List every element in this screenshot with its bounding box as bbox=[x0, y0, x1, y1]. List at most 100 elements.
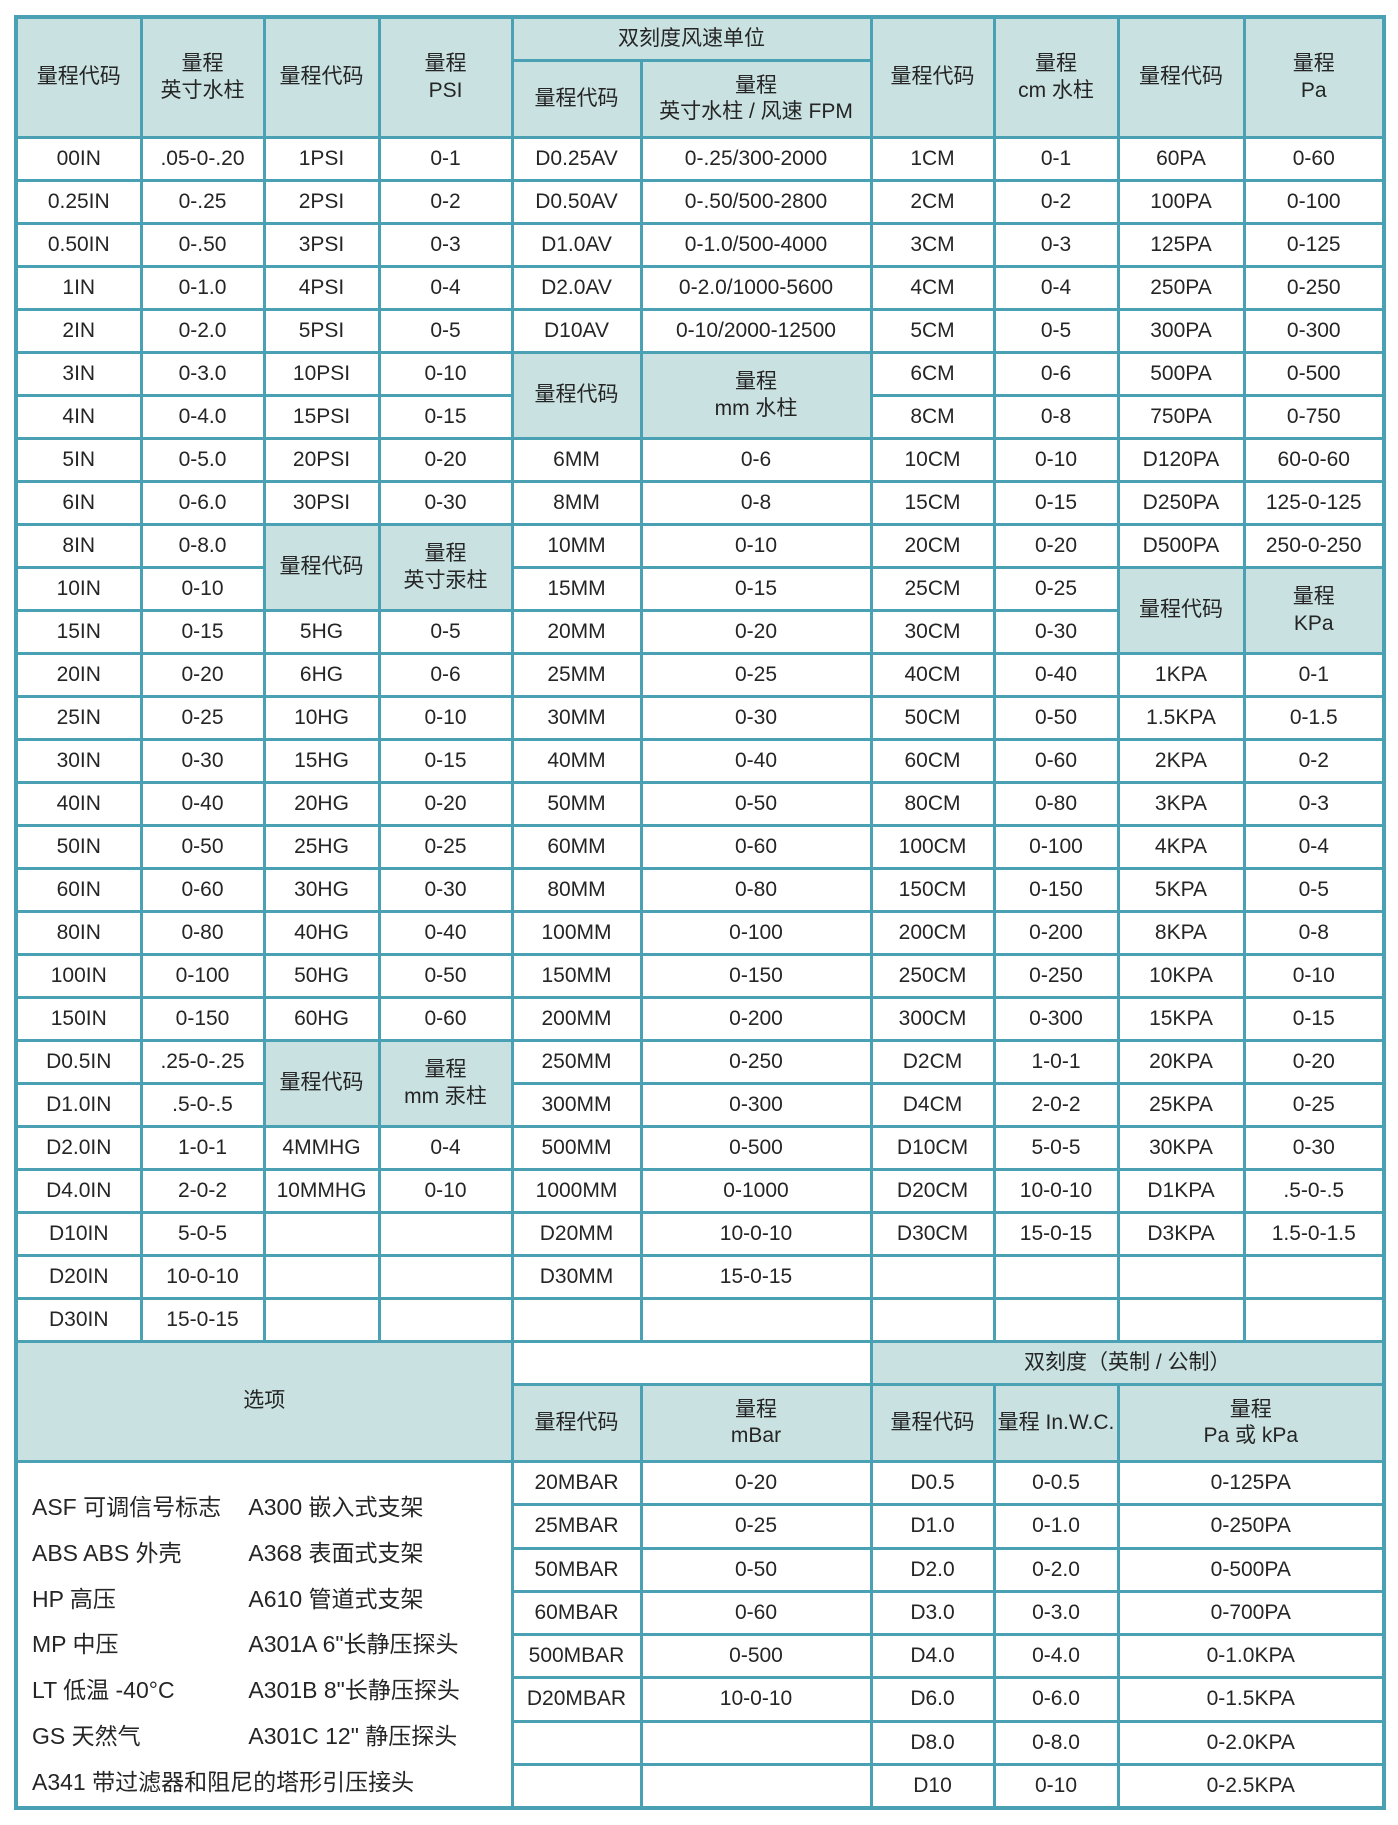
data-cell: 0-1 bbox=[992, 136, 1120, 182]
data-cell: 25KPA bbox=[1116, 1082, 1246, 1128]
header-row-1: 量程代码 量程 英寸水柱 量程代码 量程 PSI 双刻度风速单位 量程代码 量程… bbox=[14, 15, 1386, 139]
data-cell: 4KPA bbox=[1116, 824, 1246, 870]
data-cell: 0-750 bbox=[1242, 394, 1386, 440]
option-item: HP 高压 bbox=[32, 1585, 116, 1612]
data-cell: 10PSI bbox=[262, 351, 381, 397]
data-cell: 150CM bbox=[869, 867, 996, 913]
data-cell: D10IN bbox=[14, 1211, 143, 1257]
data-cell: 50CM bbox=[869, 695, 996, 741]
data-cell: D20MM bbox=[510, 1211, 643, 1257]
inner-header-cell: 量程 mBar bbox=[639, 1383, 873, 1463]
table-row: 15IN 0-15 5HG 0-5 20MM 0-20 30CM 0-30 bbox=[14, 609, 1384, 655]
data-cell: 30PSI bbox=[262, 480, 381, 526]
table-body: 00IN .05-0-.20 1PSI 0-1 D0.25AV 0-.25/300-200… bbox=[14, 136, 1386, 1810]
data-cell: 0-25 bbox=[377, 824, 514, 870]
data-cell: 150IN bbox=[14, 996, 143, 1042]
data-cell: 10MMHG bbox=[262, 1168, 381, 1214]
data-cell: 6IN bbox=[14, 480, 143, 526]
data-cell: 5HG bbox=[262, 609, 381, 655]
option-item: LT 低温 -40°C bbox=[32, 1677, 175, 1703]
data-cell: 0-25 bbox=[639, 652, 873, 698]
data-cell: 0-4.0 bbox=[139, 394, 266, 440]
data-cell: 0-2 bbox=[992, 179, 1120, 225]
inner-header-cell: 量程 英寸汞柱 bbox=[377, 523, 514, 612]
data-cell: 5KPA bbox=[1116, 867, 1246, 913]
data-cell: 0-8 bbox=[1242, 910, 1386, 956]
data-cell: 0-15 bbox=[992, 480, 1120, 526]
table-row: D1.0IN .5-0-.5 300MM 0-300 D4CM 2-0-2 25KPA 0-2… bbox=[14, 1082, 1386, 1128]
empty-cell bbox=[639, 1719, 873, 1766]
empty-cell bbox=[377, 1254, 514, 1300]
data-cell: 0-6 bbox=[377, 652, 514, 698]
data-cell: 0-500 bbox=[1242, 351, 1386, 397]
data-cell: D120PA bbox=[1116, 437, 1246, 483]
table-row: ASF 可调信号标志 A300 嵌入式支架 ABS ABS 外壳 A368 表面式支架… bbox=[14, 1459, 1386, 1810]
inner-header-cell: 量程 In.W.C. bbox=[992, 1383, 1120, 1463]
table-row: 500MBAR 0-500 D4.0 0-4.0 0-1.0KPA bbox=[16, 1633, 1386, 1680]
data-cell: 30KPA bbox=[1116, 1125, 1246, 1171]
data-cell: 0-60 bbox=[377, 996, 514, 1042]
data-cell: D3KPA bbox=[1116, 1211, 1246, 1257]
data-cell: D2.0IN bbox=[14, 1125, 143, 1171]
data-cell: 0-1.0 bbox=[992, 1503, 1120, 1550]
data-cell: .25-0-.25 bbox=[139, 1039, 266, 1085]
data-cell: 0.25IN bbox=[14, 179, 143, 225]
data-cell: 250-0-250 bbox=[1242, 523, 1386, 569]
data-cell: 0-100 bbox=[639, 910, 873, 956]
data-cell: 0-15 bbox=[377, 738, 514, 784]
table-row: D10IN 5-0-5 D20MM 10-0-10 D30CM 15-0-15 D3KPA 1… bbox=[14, 1211, 1386, 1257]
data-cell: 100PA bbox=[1116, 179, 1246, 225]
data-cell: D6.0 bbox=[869, 1676, 996, 1723]
data-cell: 0-10 bbox=[139, 566, 266, 612]
table-row: 0.25IN 0-.25 2PSI 0-2 D0.50AV 0-.50/500-2800 2… bbox=[14, 179, 1386, 225]
col-header-range-inch-water: 量程 英寸水柱 bbox=[139, 15, 266, 139]
data-cell: 0-80 bbox=[639, 867, 873, 913]
data-cell: 2CM bbox=[869, 179, 996, 225]
table-row: D20MBAR 10-0-10 D6.0 0-6.0 0-1.5KPA bbox=[16, 1676, 1386, 1723]
data-cell: D0.5 bbox=[869, 1459, 996, 1507]
col-header-dual-scale-velocity: 双刻度风速单位 bbox=[510, 15, 873, 62]
data-cell: 0-300 bbox=[992, 996, 1120, 1042]
empty-cell bbox=[992, 1254, 1120, 1300]
table-row: 50IN 0-50 25HG 0-25 60MM 0-60 100CM 0-100 4KPA 0-… bbox=[14, 824, 1386, 870]
data-cell: 0-6.0 bbox=[139, 480, 266, 526]
data-cell: 0-60 bbox=[639, 824, 873, 870]
empty-cell bbox=[510, 1719, 643, 1766]
data-cell: 0-15 bbox=[639, 566, 873, 612]
data-cell: 1CM bbox=[869, 136, 996, 182]
table-row: 00IN .05-0-.20 1PSI 0-1 D0.25AV 0-.25/300-200… bbox=[14, 136, 1386, 182]
data-cell: 3IN bbox=[14, 351, 143, 397]
table-row: D30IN 15-0-15 bbox=[14, 1297, 1386, 1343]
data-cell: 15KPA bbox=[1116, 996, 1246, 1042]
data-cell: 60CM bbox=[869, 738, 996, 784]
data-cell: 0-20 bbox=[377, 781, 514, 827]
table-row: 30IN 0-30 15HG 0-15 40MM 0-40 60CM 0-60 2KPA 0-2 bbox=[14, 738, 1386, 784]
data-cell: 0-6.0 bbox=[992, 1676, 1120, 1723]
empty-cell bbox=[262, 1254, 381, 1300]
data-cell: 0-20 bbox=[992, 523, 1120, 569]
data-cell: 750PA bbox=[1116, 394, 1246, 440]
data-cell: 10IN bbox=[14, 566, 143, 612]
data-cell: 10-0-10 bbox=[139, 1254, 266, 1300]
data-cell: 0-80 bbox=[139, 910, 266, 956]
empty-cell bbox=[639, 1762, 873, 1810]
data-cell: 0-15 bbox=[377, 394, 514, 440]
data-cell: 0-40 bbox=[377, 910, 514, 956]
empty-cell bbox=[869, 1297, 996, 1343]
col-header-range-inwater-fpm: 量程 英寸水柱 / 风速 FPM bbox=[639, 59, 873, 139]
data-cell: 50HG bbox=[262, 953, 381, 999]
inner-header-cell: 双刻度（英制 / 公制） bbox=[869, 1340, 1386, 1386]
data-cell: 15HG bbox=[262, 738, 381, 784]
data-cell: D2CM bbox=[869, 1039, 996, 1085]
data-cell: 1KPA bbox=[1116, 652, 1246, 698]
data-cell: 10CM bbox=[869, 437, 996, 483]
data-cell: 1.5-0-1.5 bbox=[1242, 1211, 1386, 1257]
data-cell: 0-2.0 bbox=[139, 308, 266, 354]
data-cell: 0-125PA bbox=[1116, 1459, 1386, 1507]
empty-cell bbox=[262, 1297, 381, 1343]
data-cell: 5-0-5 bbox=[992, 1125, 1120, 1171]
data-cell: 0-250 bbox=[1242, 265, 1386, 311]
data-cell: 20CM bbox=[869, 523, 996, 569]
data-cell: 10MM bbox=[510, 523, 643, 569]
data-cell: 0-.50/500-2800 bbox=[639, 179, 873, 225]
